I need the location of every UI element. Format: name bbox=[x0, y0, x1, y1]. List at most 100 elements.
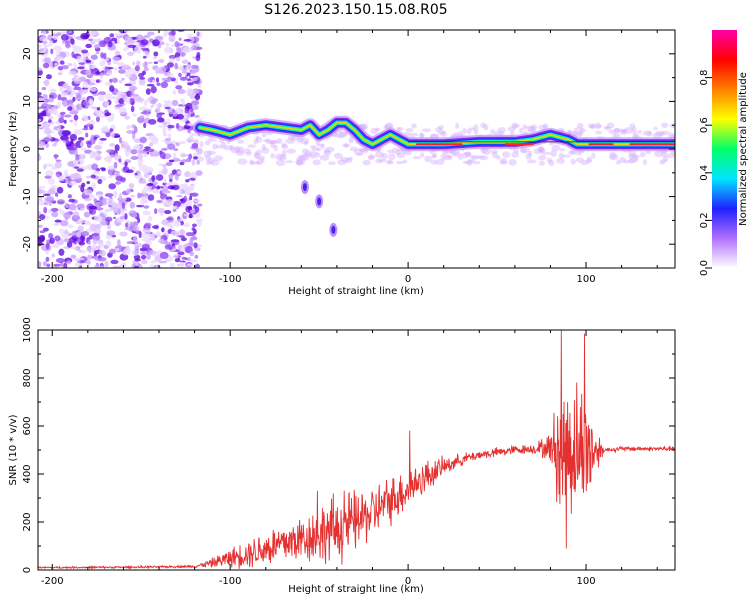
noise-speck bbox=[195, 170, 203, 176]
noise-speck bbox=[138, 181, 147, 184]
noise-speck bbox=[177, 88, 186, 95]
noise-speck bbox=[91, 182, 97, 190]
noise-speck bbox=[197, 84, 202, 88]
noise-speck bbox=[129, 222, 135, 227]
noise-speck bbox=[176, 65, 185, 71]
noise-speck bbox=[50, 207, 59, 212]
noise-speck bbox=[80, 231, 90, 237]
noise-speck bbox=[150, 139, 159, 145]
noise-speck bbox=[189, 195, 193, 201]
noise-speck bbox=[126, 125, 132, 129]
noise-speck bbox=[358, 147, 368, 153]
noise-speck bbox=[186, 139, 195, 143]
noise-speck bbox=[556, 157, 566, 164]
colorbar-gradient bbox=[712, 30, 737, 268]
noise-speck bbox=[73, 246, 78, 250]
noise-speck bbox=[90, 54, 98, 60]
noise-speck bbox=[42, 62, 50, 69]
noise-speck bbox=[78, 185, 82, 189]
noise-speck bbox=[281, 149, 287, 157]
noise-speck bbox=[320, 143, 325, 150]
noise-speck bbox=[58, 117, 65, 124]
noise-speck bbox=[130, 194, 135, 198]
noise-speck bbox=[383, 125, 388, 130]
colorbar-tick-label: 0.8 bbox=[699, 70, 710, 86]
noise-speck bbox=[528, 150, 533, 157]
x-tick-label: -200 bbox=[41, 576, 64, 587]
noise-speck bbox=[170, 186, 175, 190]
noise-speck bbox=[405, 128, 414, 133]
noise-speck bbox=[590, 124, 596, 129]
noise-speck bbox=[144, 172, 150, 178]
noise-speck bbox=[110, 131, 115, 139]
noise-speck bbox=[619, 156, 626, 163]
noise-speck bbox=[96, 79, 100, 83]
noise-speck bbox=[632, 131, 638, 136]
noise-speck bbox=[520, 146, 530, 153]
noise-speck bbox=[183, 183, 188, 187]
noise-speck bbox=[124, 161, 128, 167]
noise-speck bbox=[125, 197, 132, 202]
noise-speck bbox=[131, 249, 139, 256]
noise-speck bbox=[49, 88, 57, 93]
noise-speck bbox=[83, 211, 91, 218]
noise-speck bbox=[133, 254, 141, 260]
noise-speck bbox=[157, 207, 165, 214]
noise-speck bbox=[100, 127, 109, 133]
spectrogram-x-ticks: -200 -100 0 100 bbox=[41, 30, 658, 285]
noise-speck bbox=[274, 140, 279, 144]
noise-speck bbox=[165, 42, 170, 47]
noise-speck bbox=[161, 167, 168, 175]
noise-speck bbox=[185, 232, 194, 237]
noise-speck bbox=[54, 161, 62, 169]
noise-speck bbox=[148, 119, 157, 125]
noise-speck bbox=[147, 137, 157, 141]
noise-speck bbox=[45, 256, 50, 262]
noise-speck bbox=[127, 44, 137, 48]
noise-speck bbox=[99, 60, 106, 67]
noise-speck bbox=[64, 114, 72, 118]
noise-speck bbox=[68, 203, 77, 211]
noise-speck bbox=[143, 99, 148, 107]
noise-speck bbox=[92, 170, 100, 175]
noise-speck bbox=[333, 152, 343, 160]
noise-speck bbox=[440, 130, 447, 137]
noise-speck bbox=[59, 60, 65, 65]
noise-speck bbox=[237, 158, 248, 165]
noise-speck bbox=[121, 77, 125, 81]
noise-speck bbox=[99, 138, 107, 141]
noise-speck bbox=[59, 228, 65, 234]
noise-speck bbox=[61, 65, 69, 70]
noise-speck bbox=[180, 204, 187, 208]
noise-speck bbox=[156, 113, 163, 119]
noise-speck bbox=[466, 128, 472, 135]
noise-speck bbox=[105, 112, 112, 117]
noise-speck bbox=[154, 104, 162, 107]
noise-speck bbox=[73, 75, 79, 78]
noise-speck bbox=[105, 132, 111, 138]
noise-speck bbox=[249, 160, 260, 165]
noise-speck bbox=[141, 233, 149, 238]
noise-speck bbox=[526, 159, 537, 164]
noise-speck bbox=[203, 150, 212, 158]
noise-speck bbox=[172, 200, 182, 208]
noise-speck bbox=[253, 152, 261, 160]
noise-speck bbox=[136, 34, 144, 42]
noise-speck bbox=[183, 38, 192, 42]
noise-speck bbox=[134, 265, 139, 268]
noise-speck bbox=[579, 128, 586, 133]
x-tick-label: 100 bbox=[576, 576, 595, 587]
noise-speck bbox=[173, 148, 179, 152]
noise-speck bbox=[193, 242, 198, 249]
noise-speck bbox=[38, 153, 41, 161]
noise-speck bbox=[527, 128, 536, 133]
noise-speck bbox=[43, 201, 49, 206]
noise-speck bbox=[111, 112, 115, 120]
noise-speck bbox=[367, 155, 375, 161]
noise-speck bbox=[628, 157, 639, 164]
noise-speck bbox=[76, 104, 80, 110]
noise-speck bbox=[132, 61, 136, 66]
noise-speck bbox=[47, 177, 55, 185]
noise-speck bbox=[76, 55, 83, 63]
noise-speck bbox=[490, 128, 496, 136]
